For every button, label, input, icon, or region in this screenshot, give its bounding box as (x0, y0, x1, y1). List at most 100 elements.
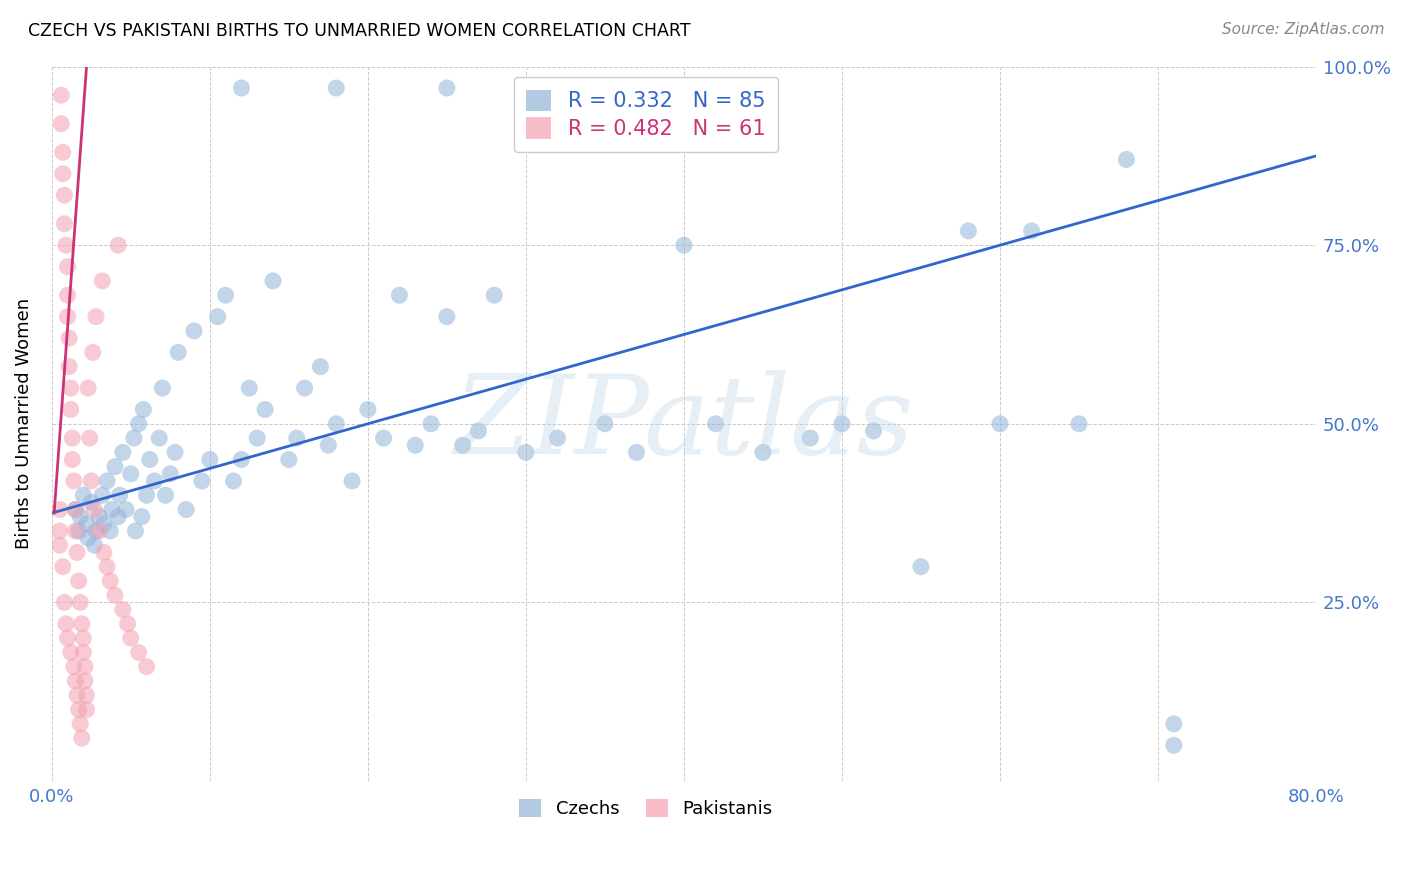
Point (1067, 417, 1090, 431)
Point (76, 688, 98, 702)
Point (325, 81, 347, 95)
Point (135, 659, 157, 673)
Point (340, 474, 363, 488)
Point (183, 324, 205, 338)
Point (51, 117, 73, 131)
Point (60, 431, 83, 445)
Point (80, 474, 103, 488)
Point (436, 310, 458, 324)
Y-axis label: Births to Unmarried Women: Births to Unmarried Women (15, 298, 32, 549)
Point (53, 595, 76, 609)
Point (53, 217, 76, 231)
Point (107, 238, 129, 252)
Point (143, 474, 166, 488)
Point (626, 445, 648, 459)
Point (862, 424, 884, 438)
Point (65, 524, 87, 538)
Point (79, 431, 101, 445)
Point (72, 645, 94, 659)
Point (83, 502, 105, 516)
Point (60, 452, 83, 467)
Point (73, 659, 96, 673)
Point (48, 524, 70, 538)
Point (207, 310, 229, 324)
Point (484, 288, 506, 302)
Point (120, 467, 142, 481)
Point (1115, 153, 1137, 167)
Point (214, 288, 236, 302)
Point (1021, 224, 1043, 238)
Point (77, 531, 100, 545)
Text: Source: ZipAtlas.com: Source: ZipAtlas.com (1222, 22, 1385, 37)
Point (89, 524, 111, 538)
Point (51, 88, 73, 103)
Point (58, 331, 80, 345)
Point (593, 417, 616, 431)
Point (67, 702, 90, 716)
Point (672, 238, 695, 252)
Point (198, 452, 221, 467)
Point (56, 288, 79, 302)
Point (67, 524, 90, 538)
Point (1163, 716, 1185, 731)
Point (48, 538, 70, 552)
Point (48, 502, 70, 516)
Point (93, 545, 115, 559)
Point (70, 616, 93, 631)
Legend: Czechs, Pakistanis: Czechs, Pakistanis (512, 792, 780, 826)
Text: ZIPatlas: ZIPatlas (454, 370, 914, 477)
Point (77, 381, 100, 395)
Point (704, 417, 727, 431)
Point (104, 588, 127, 602)
Point (65, 502, 87, 516)
Point (76, 516, 98, 531)
Point (451, 438, 474, 452)
Point (910, 559, 932, 574)
Point (238, 381, 260, 395)
Point (65, 673, 87, 688)
Point (84, 310, 107, 324)
Point (988, 417, 1011, 431)
Point (135, 488, 157, 502)
Point (107, 509, 129, 524)
Point (546, 81, 568, 95)
Point (174, 502, 197, 516)
Point (111, 445, 134, 459)
Point (515, 445, 537, 459)
Point (404, 438, 426, 452)
Point (115, 502, 138, 516)
Point (309, 359, 332, 374)
Point (436, 81, 458, 95)
Point (373, 431, 395, 445)
Point (82, 345, 104, 359)
Point (155, 488, 177, 502)
Point (752, 445, 775, 459)
Point (957, 224, 980, 238)
Point (191, 474, 214, 488)
Point (69, 595, 91, 609)
Point (96, 559, 118, 574)
Point (285, 431, 308, 445)
Point (318, 438, 340, 452)
Point (254, 402, 277, 417)
Point (76, 702, 98, 716)
Point (58, 359, 80, 374)
Point (388, 288, 411, 302)
Point (91, 488, 114, 502)
Point (52, 559, 75, 574)
Point (131, 509, 153, 524)
Point (124, 524, 146, 538)
Point (148, 431, 170, 445)
Point (52, 167, 75, 181)
Point (277, 452, 299, 467)
Point (128, 417, 150, 431)
Point (52, 145, 75, 160)
Point (83, 538, 105, 552)
Point (56, 310, 79, 324)
Point (55, 238, 77, 252)
Point (63, 659, 86, 673)
Point (104, 459, 127, 474)
Point (65, 502, 87, 516)
Text: CZECH VS PAKISTANI BIRTHS TO UNMARRIED WOMEN CORRELATION CHART: CZECH VS PAKISTANI BIRTHS TO UNMARRIED W… (28, 22, 690, 40)
Point (84, 524, 107, 538)
